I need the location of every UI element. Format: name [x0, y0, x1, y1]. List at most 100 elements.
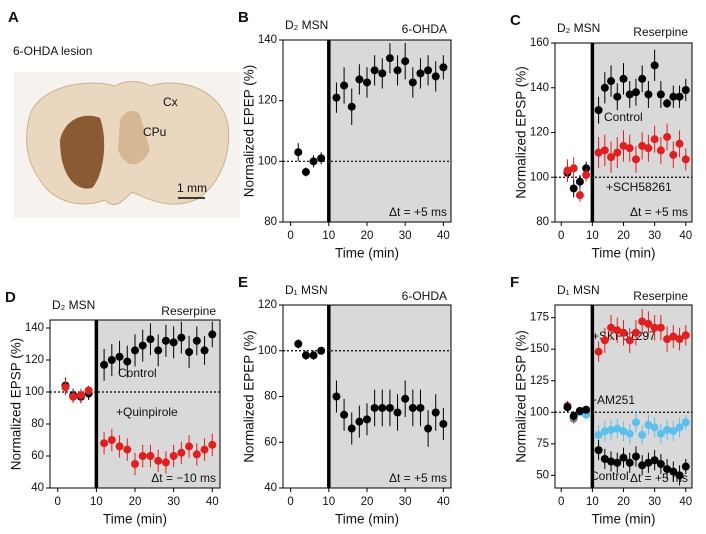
y-tick-label: 40 [31, 482, 44, 494]
data-point [644, 420, 653, 429]
data-point [681, 418, 690, 427]
data-point [146, 335, 155, 344]
data-point [185, 348, 194, 356]
data-point [161, 336, 170, 345]
data-point [424, 424, 433, 433]
y-tick-label: 175 [530, 312, 549, 324]
y-tick-label: 80 [31, 418, 44, 430]
annotation: Δt = +5 ms [389, 471, 447, 485]
data-point [594, 430, 603, 439]
series-label: Control [118, 366, 157, 380]
data-point [317, 154, 326, 163]
x-axis-label: Time (min) [335, 246, 399, 261]
x-tick-label: 30 [399, 230, 412, 242]
data-point [192, 450, 201, 459]
panel-letter: F [510, 274, 519, 291]
data-point [84, 386, 93, 395]
data-point [408, 78, 417, 87]
data-point [669, 150, 678, 159]
y-tick-label: 100 [258, 345, 277, 357]
data-point [363, 415, 371, 424]
data-point [625, 144, 634, 153]
data-point [619, 141, 628, 150]
data-point [650, 61, 659, 70]
data-point [663, 465, 672, 474]
y-tick-label: 120 [258, 95, 277, 107]
data-point [638, 461, 647, 470]
cell-type: D₂ MSN [52, 298, 95, 312]
x-tick-label: 10 [322, 496, 335, 508]
data-point [192, 336, 201, 345]
panel-letter: E [238, 274, 248, 291]
lesion-stain [60, 115, 105, 189]
data-point [663, 335, 672, 344]
x-tick-label: 30 [648, 230, 661, 242]
y-tick-label: 80 [536, 216, 549, 228]
data-point [669, 92, 678, 101]
data-point [675, 335, 684, 344]
data-point [625, 336, 634, 345]
data-point [656, 146, 665, 155]
data-point [355, 75, 364, 84]
y-tick-label: 100 [25, 386, 44, 398]
series-label: Control [590, 469, 629, 483]
data-point [625, 458, 634, 467]
data-point [663, 425, 672, 434]
data-point [569, 184, 578, 193]
x-axis-label: Time (min) [592, 512, 656, 527]
data-point [631, 88, 640, 97]
data-point [619, 427, 628, 436]
condition: Reserpine [633, 289, 688, 303]
panel-letter: B [238, 9, 249, 26]
data-point [681, 331, 690, 340]
data-point [385, 54, 394, 63]
data-point [569, 412, 578, 421]
data-point [439, 419, 448, 428]
data-point [656, 429, 665, 438]
x-axis-label: Time (min) [335, 512, 399, 527]
data-point [663, 132, 672, 141]
x-tick-label: 40 [679, 496, 692, 508]
data-point [363, 78, 371, 87]
data-point [631, 418, 640, 427]
data-point [582, 405, 591, 414]
data-point [154, 456, 163, 465]
cell-type: D₂ MSN [285, 18, 328, 32]
y-tick-label: 125 [530, 375, 549, 387]
data-point [644, 319, 653, 328]
data-point [161, 458, 170, 467]
x-tick-label: 0 [55, 496, 61, 508]
region-label: Cx [163, 95, 178, 109]
cell-type: D₁ MSN [285, 283, 328, 297]
y-tick-label: 80 [264, 216, 277, 228]
data-point [123, 357, 132, 366]
data-point [370, 66, 379, 75]
data-point [650, 456, 659, 465]
x-tick-label: 20 [361, 496, 374, 508]
data-point [656, 323, 665, 332]
data-point [416, 69, 425, 78]
data-point [681, 462, 690, 471]
data-point [575, 177, 584, 186]
data-point [638, 141, 647, 150]
data-point [294, 339, 303, 348]
data-point [169, 338, 178, 347]
annotation: Δt = −10 ms [151, 471, 216, 485]
data-point [656, 90, 665, 99]
series-label: Control [604, 110, 643, 124]
y-tick-label: 60 [31, 450, 44, 462]
annotation: Δt = +5 ms [630, 205, 688, 219]
cpu-region [118, 110, 150, 165]
x-tick-label: 10 [90, 496, 103, 508]
x-tick-label: 40 [206, 496, 219, 508]
data-point [582, 171, 591, 180]
data-point [115, 352, 124, 361]
x-tick-label: 30 [167, 496, 180, 508]
data-point [131, 346, 139, 355]
data-point [631, 452, 640, 461]
x-tick-label: 0 [558, 496, 564, 508]
y-axis-label: Normalized EPSP (%) [514, 330, 529, 463]
data-point [401, 394, 410, 403]
x-tick-label: 0 [287, 496, 293, 508]
y-tick-label: 140 [530, 82, 549, 94]
